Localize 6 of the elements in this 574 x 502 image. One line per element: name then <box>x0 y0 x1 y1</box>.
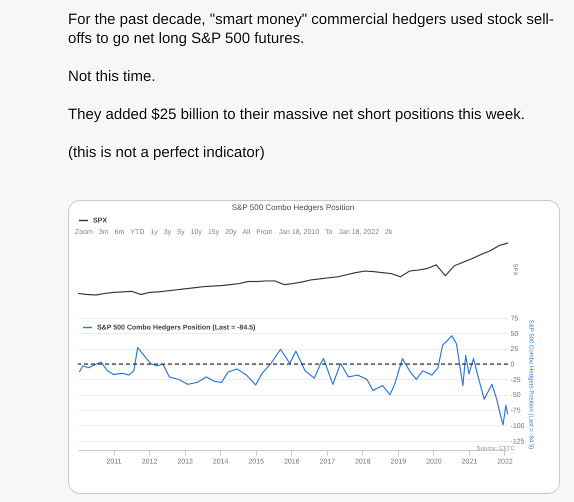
text: (this is not a perfect indicator) <box>68 143 266 162</box>
text: Not this time. <box>68 67 157 86</box>
chart-title: S&P 500 Combo Hedgers Position <box>232 203 354 212</box>
text: For the past decade, "smart money" commercial hedgers used stock sell-offs to go net long S&P 500 futures. <box>68 10 554 48</box>
text: They added $25 billion to their massive net short positions this week. <box>68 105 526 124</box>
line-series <box>78 335 508 426</box>
